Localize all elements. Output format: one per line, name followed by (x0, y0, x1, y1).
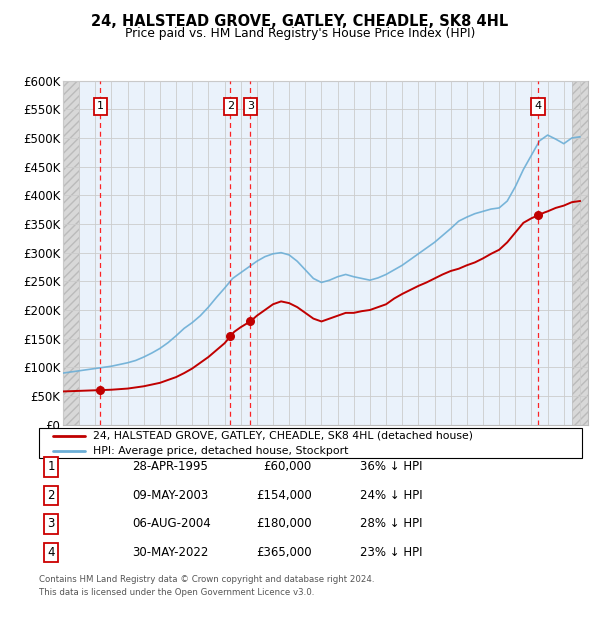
Text: 4: 4 (535, 102, 542, 112)
Text: 1: 1 (47, 461, 55, 473)
Text: 24% ↓ HPI: 24% ↓ HPI (360, 489, 422, 502)
Text: HPI: Average price, detached house, Stockport: HPI: Average price, detached house, Stoc… (94, 446, 349, 456)
Text: Contains HM Land Registry data © Crown copyright and database right 2024.
This d: Contains HM Land Registry data © Crown c… (39, 575, 374, 597)
Polygon shape (63, 81, 79, 425)
Text: £180,000: £180,000 (256, 518, 312, 530)
FancyBboxPatch shape (39, 428, 582, 458)
Text: 2: 2 (47, 489, 55, 502)
Text: £154,000: £154,000 (256, 489, 312, 502)
Text: 4: 4 (47, 546, 55, 559)
Text: Price paid vs. HM Land Registry's House Price Index (HPI): Price paid vs. HM Land Registry's House … (125, 27, 475, 40)
Text: 30-MAY-2022: 30-MAY-2022 (132, 546, 208, 559)
Polygon shape (572, 81, 588, 425)
Text: 1: 1 (97, 102, 104, 112)
Text: 09-MAY-2003: 09-MAY-2003 (132, 489, 208, 502)
Text: 28% ↓ HPI: 28% ↓ HPI (360, 518, 422, 530)
Text: £60,000: £60,000 (264, 461, 312, 473)
Text: £365,000: £365,000 (256, 546, 312, 559)
Text: 06-AUG-2004: 06-AUG-2004 (132, 518, 211, 530)
Text: 3: 3 (47, 518, 55, 530)
Text: 36% ↓ HPI: 36% ↓ HPI (360, 461, 422, 473)
Text: 2: 2 (227, 102, 234, 112)
Text: 24, HALSTEAD GROVE, GATLEY, CHEADLE, SK8 4HL: 24, HALSTEAD GROVE, GATLEY, CHEADLE, SK8… (91, 14, 509, 29)
Text: 23% ↓ HPI: 23% ↓ HPI (360, 546, 422, 559)
Text: 24, HALSTEAD GROVE, GATLEY, CHEADLE, SK8 4HL (detached house): 24, HALSTEAD GROVE, GATLEY, CHEADLE, SK8… (94, 431, 473, 441)
Text: 3: 3 (247, 102, 254, 112)
Text: 28-APR-1995: 28-APR-1995 (132, 461, 208, 473)
